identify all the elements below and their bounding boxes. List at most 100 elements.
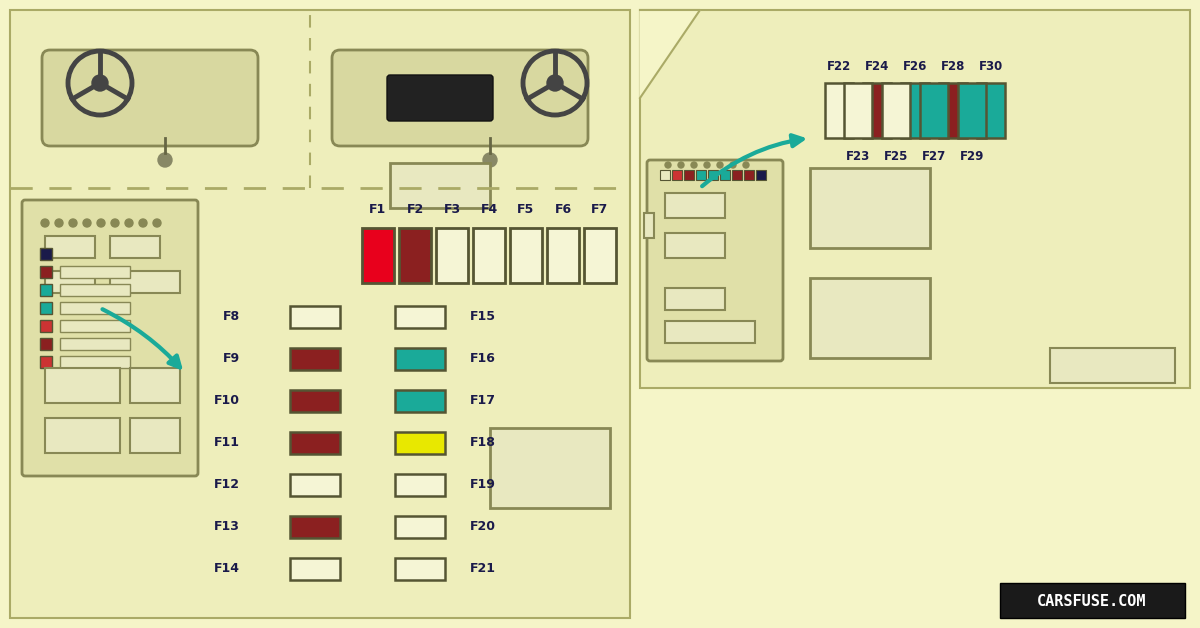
Text: F22: F22 (827, 60, 851, 73)
FancyBboxPatch shape (110, 271, 180, 293)
FancyBboxPatch shape (40, 266, 52, 278)
Circle shape (482, 153, 497, 167)
Polygon shape (640, 10, 700, 98)
Text: F28: F28 (941, 60, 965, 73)
FancyBboxPatch shape (60, 302, 130, 314)
FancyBboxPatch shape (490, 428, 610, 508)
FancyBboxPatch shape (732, 170, 742, 180)
FancyBboxPatch shape (40, 248, 52, 260)
FancyBboxPatch shape (10, 10, 630, 618)
Text: F23: F23 (846, 150, 870, 163)
Circle shape (41, 219, 49, 227)
FancyBboxPatch shape (46, 418, 120, 453)
Text: F5: F5 (517, 203, 535, 216)
Circle shape (139, 219, 148, 227)
FancyBboxPatch shape (510, 228, 542, 283)
FancyBboxPatch shape (756, 170, 766, 180)
Text: F26: F26 (902, 60, 928, 73)
FancyBboxPatch shape (473, 228, 505, 283)
FancyBboxPatch shape (290, 432, 340, 454)
FancyBboxPatch shape (290, 348, 340, 370)
FancyBboxPatch shape (60, 266, 130, 278)
FancyBboxPatch shape (60, 356, 130, 368)
FancyBboxPatch shape (977, 83, 1006, 138)
FancyBboxPatch shape (22, 200, 198, 476)
FancyBboxPatch shape (647, 160, 784, 361)
Circle shape (730, 162, 736, 168)
Text: F15: F15 (470, 310, 496, 323)
FancyBboxPatch shape (332, 50, 588, 146)
FancyBboxPatch shape (110, 236, 160, 258)
FancyBboxPatch shape (290, 306, 340, 328)
Circle shape (691, 162, 697, 168)
FancyBboxPatch shape (826, 83, 853, 138)
Text: F14: F14 (214, 563, 240, 575)
Text: F18: F18 (470, 436, 496, 450)
Text: F10: F10 (214, 394, 240, 408)
Text: F25: F25 (884, 150, 908, 163)
FancyBboxPatch shape (901, 83, 929, 138)
Circle shape (112, 219, 119, 227)
FancyBboxPatch shape (744, 170, 754, 180)
Circle shape (665, 162, 671, 168)
FancyBboxPatch shape (395, 306, 445, 328)
Circle shape (678, 162, 684, 168)
FancyBboxPatch shape (395, 474, 445, 496)
FancyBboxPatch shape (398, 228, 431, 283)
Circle shape (718, 162, 722, 168)
Circle shape (70, 219, 77, 227)
Text: F11: F11 (214, 436, 240, 450)
FancyBboxPatch shape (844, 83, 872, 138)
Text: F8: F8 (223, 310, 240, 323)
FancyBboxPatch shape (40, 338, 52, 350)
FancyBboxPatch shape (684, 170, 694, 180)
FancyBboxPatch shape (810, 278, 930, 358)
Circle shape (158, 153, 172, 167)
Text: F24: F24 (865, 60, 889, 73)
FancyBboxPatch shape (130, 418, 180, 453)
FancyBboxPatch shape (46, 236, 95, 258)
FancyBboxPatch shape (665, 321, 755, 343)
FancyBboxPatch shape (395, 348, 445, 370)
Text: F13: F13 (214, 521, 240, 534)
FancyBboxPatch shape (672, 170, 682, 180)
Text: F27: F27 (922, 150, 946, 163)
FancyBboxPatch shape (665, 193, 725, 218)
FancyBboxPatch shape (395, 516, 445, 538)
FancyBboxPatch shape (60, 320, 130, 332)
Circle shape (743, 162, 749, 168)
FancyBboxPatch shape (547, 228, 580, 283)
FancyBboxPatch shape (130, 368, 180, 403)
FancyBboxPatch shape (696, 170, 706, 180)
Text: F3: F3 (444, 203, 461, 216)
Text: F16: F16 (470, 352, 496, 365)
FancyBboxPatch shape (40, 356, 52, 368)
FancyBboxPatch shape (390, 163, 490, 208)
FancyBboxPatch shape (940, 83, 967, 138)
FancyBboxPatch shape (436, 228, 468, 283)
Text: F29: F29 (960, 150, 984, 163)
FancyBboxPatch shape (40, 320, 52, 332)
Text: F30: F30 (979, 60, 1003, 73)
Text: F1: F1 (370, 203, 386, 216)
FancyBboxPatch shape (882, 83, 910, 138)
Text: F12: F12 (214, 479, 240, 492)
FancyBboxPatch shape (644, 213, 654, 238)
Circle shape (154, 219, 161, 227)
FancyBboxPatch shape (46, 368, 120, 403)
FancyBboxPatch shape (386, 75, 493, 121)
FancyBboxPatch shape (40, 284, 52, 296)
FancyBboxPatch shape (584, 228, 616, 283)
Text: F6: F6 (554, 203, 571, 216)
Text: F17: F17 (470, 394, 496, 408)
Circle shape (125, 219, 133, 227)
FancyBboxPatch shape (395, 432, 445, 454)
FancyBboxPatch shape (60, 284, 130, 296)
FancyBboxPatch shape (660, 170, 670, 180)
FancyBboxPatch shape (362, 228, 394, 283)
Circle shape (97, 219, 106, 227)
Text: F7: F7 (592, 203, 608, 216)
FancyBboxPatch shape (290, 516, 340, 538)
FancyBboxPatch shape (810, 168, 930, 248)
Circle shape (704, 162, 710, 168)
